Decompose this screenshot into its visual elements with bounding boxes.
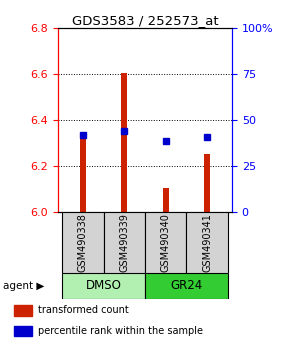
Bar: [145, 273, 228, 299]
Text: GSM490338: GSM490338: [78, 213, 88, 272]
Text: agent ▶: agent ▶: [3, 281, 44, 291]
Text: GSM490339: GSM490339: [119, 213, 129, 272]
Bar: [14, 326, 32, 336]
Bar: [163, 188, 169, 212]
Bar: [186, 212, 228, 273]
Bar: [62, 212, 104, 273]
Text: GSM490340: GSM490340: [161, 213, 171, 272]
Text: DMSO: DMSO: [86, 279, 122, 292]
Bar: [104, 212, 145, 273]
Text: GR24: GR24: [170, 279, 202, 292]
Bar: [121, 73, 127, 212]
Bar: [14, 306, 32, 315]
Bar: [145, 212, 186, 273]
Title: GDS3583 / 252573_at: GDS3583 / 252573_at: [72, 14, 218, 27]
Bar: [62, 273, 145, 299]
Text: GSM490341: GSM490341: [202, 213, 212, 272]
Bar: [80, 135, 86, 212]
Text: transformed count: transformed count: [38, 306, 129, 315]
Text: percentile rank within the sample: percentile rank within the sample: [38, 326, 203, 336]
Bar: [204, 154, 210, 212]
